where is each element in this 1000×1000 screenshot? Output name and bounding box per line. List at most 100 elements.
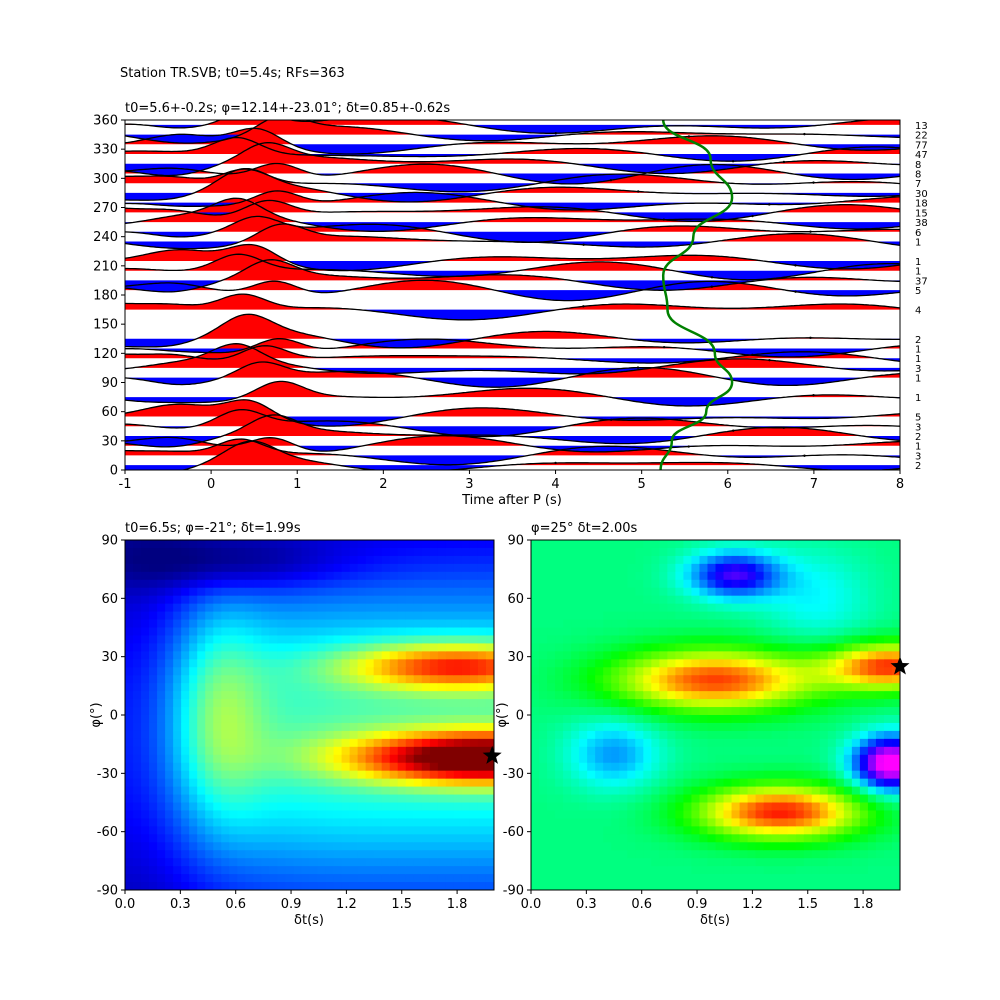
- heatmap-cell: [285, 659, 295, 668]
- heatmap-cell: [429, 635, 439, 644]
- heatmap-cell: [739, 683, 749, 692]
- heatmap-cell: [835, 571, 845, 581]
- heatmap-cell: [747, 826, 757, 835]
- heatmap-cell: [173, 746, 182, 756]
- heatmap-cell: [539, 770, 548, 780]
- heatmap-cell: [277, 603, 287, 613]
- heatmap-cell: [675, 842, 685, 851]
- heatmap-cell: [803, 738, 813, 748]
- heatmap-cell: [165, 707, 174, 716]
- heatmap-cell: [803, 794, 813, 804]
- heatmap-cell: [349, 746, 359, 756]
- heatmap-cell: [165, 651, 174, 660]
- heatmap-cell: [341, 882, 351, 890]
- heatmap-cell: [157, 730, 166, 740]
- trace-positive-fill: [125, 200, 900, 213]
- heatmap-cell: [691, 842, 701, 851]
- heatmap-cell: [301, 850, 311, 859]
- heatmap-cell: [611, 818, 620, 827]
- heatmap-cell: [141, 858, 150, 867]
- trace-negative-fill: [125, 280, 900, 292]
- heatmap-cell: [659, 587, 668, 597]
- heatmap-cell: [157, 595, 166, 605]
- heatmap-cell: [787, 651, 797, 660]
- heatmap-cell: [779, 619, 789, 629]
- heatmap-cell: [293, 770, 303, 780]
- heatmap-cell: [563, 874, 572, 883]
- trace-line: [125, 243, 900, 272]
- heatmap-cell: [635, 826, 644, 835]
- heatmap-cell: [189, 778, 198, 788]
- heatmap-cell: [787, 691, 797, 700]
- heatmap-cell: [469, 555, 479, 565]
- heatmap-cell: [157, 571, 166, 581]
- heatmap-cell: [835, 858, 845, 867]
- heatmap-cell: [373, 595, 383, 605]
- heatmap-cell: [221, 858, 230, 867]
- heatmap-cell: [723, 762, 733, 772]
- heatmap-cell: [373, 874, 383, 883]
- heatmap-cell: [555, 683, 564, 692]
- heatmap-cell: [851, 659, 861, 668]
- heatmap-cell: [477, 635, 487, 644]
- heatmap-cell: [301, 754, 311, 764]
- heatmap-cell: [643, 595, 652, 605]
- heatmap-cell: [445, 746, 455, 756]
- heatmap-cell: [755, 826, 765, 835]
- heatmap-cell: [325, 826, 335, 835]
- heatmap-cell: [285, 587, 295, 597]
- heatmap-cell: [867, 730, 877, 740]
- heatmap-cell: [269, 754, 279, 764]
- heatmap-cell: [149, 834, 158, 843]
- heatmap-cell: [333, 754, 343, 764]
- heatmap-cell: [277, 555, 287, 565]
- heatmap-cell: [141, 834, 150, 843]
- heatmap-cell: [213, 643, 222, 652]
- heatmap-cell: [133, 571, 142, 581]
- heatmap-cell: [253, 850, 262, 859]
- heatmap-cell: [285, 683, 295, 692]
- heatmap-cell: [747, 675, 757, 684]
- heatmap-cell: [245, 540, 254, 549]
- heatmap-cell: [587, 738, 596, 748]
- trace-marker: [803, 454, 806, 457]
- heatmap-cell: [485, 786, 494, 796]
- heatmap-cell: [165, 802, 174, 812]
- heatmap-cell: [269, 826, 279, 835]
- heatmap-cell: [485, 547, 494, 557]
- heatmap-cell: [859, 587, 869, 597]
- heatmap-cell: [683, 834, 693, 843]
- heatmap-cell: [659, 738, 668, 748]
- heatmap-cell: [397, 722, 407, 732]
- heatmap-cell: [795, 874, 805, 883]
- heatmap-cell: [381, 555, 391, 565]
- heatmap-cell: [707, 540, 717, 549]
- heatmap-cell: [547, 619, 556, 629]
- heatmap-cell: [325, 699, 335, 708]
- top-y-tick-label: 330: [93, 143, 118, 158]
- heatmap-cell: [205, 627, 214, 637]
- heatmap-cell: [389, 762, 399, 772]
- heatmap-cell: [691, 667, 701, 676]
- heatmap-cell: [851, 850, 861, 859]
- heatmap-cell: [555, 555, 564, 565]
- heatmap-cell: [365, 874, 375, 883]
- heatmap-cell: [413, 555, 423, 565]
- heatmap-cell: [125, 699, 134, 708]
- heatmap-cell: [675, 691, 685, 700]
- heatmap-cell: [341, 834, 351, 843]
- heatmap-cell: [859, 858, 869, 867]
- heatmap-cell: [811, 746, 821, 756]
- heatmap-cell: [357, 579, 367, 589]
- heatmap-cell: [253, 651, 262, 660]
- heatmap-cell: [429, 555, 439, 565]
- heatmap-cell: [461, 667, 471, 676]
- heatmap-cell: [189, 762, 198, 772]
- heatmap-cell: [189, 738, 198, 748]
- heatmap-cell: [859, 547, 869, 557]
- heatmap-cell: [787, 794, 797, 804]
- heatmap-cell: [229, 635, 238, 644]
- heatmap-cell: [827, 754, 837, 764]
- heatmap-cell: [229, 874, 238, 883]
- heatmap-cell: [787, 579, 797, 589]
